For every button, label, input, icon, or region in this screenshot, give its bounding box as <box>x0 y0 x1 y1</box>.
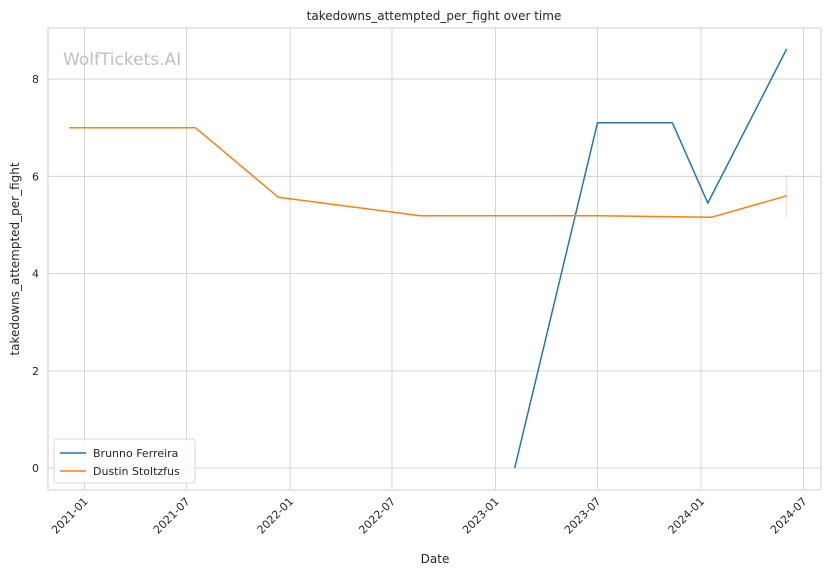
series-line-brunno-ferreira <box>513 48 788 469</box>
legend-label-dustin-stoltzfus: Dustin Stoltzfus <box>93 465 180 478</box>
plot-area <box>47 27 822 491</box>
y-tick-label: 0 <box>32 462 39 475</box>
legend: Brunno Ferreira Dustin Stoltzfus <box>53 438 196 484</box>
y-tick-label: 8 <box>32 73 39 86</box>
x-tick-label: 2021-01 <box>49 495 91 537</box>
x-tick-label: 2022-01 <box>255 495 297 537</box>
y-tick-label: 4 <box>32 268 39 281</box>
x-tick-label: 2022-07 <box>356 495 398 537</box>
x-tick-label: 2024-01 <box>666 495 708 537</box>
y-axis-label: takedowns_attempted_per_fight <box>8 162 22 355</box>
chart-title: takedowns_attempted_per_fight over time <box>307 9 562 23</box>
x-tick-labels: 2021-01 2021-07 2022-01 2022-07 2023-01 2023-… <box>49 495 810 537</box>
watermark-text: WolfTickets.AI <box>63 50 181 70</box>
x-tick-label: 2024-07 <box>768 495 810 537</box>
x-tick-label: 2023-07 <box>562 495 604 537</box>
y-tick-label: 2 <box>32 365 39 378</box>
x-tick-label: 2023-01 <box>460 495 502 537</box>
gridlines <box>48 28 821 490</box>
y-tick-labels: 0 2 4 6 8 <box>32 73 39 475</box>
y-tick-label: 6 <box>32 170 39 183</box>
legend-label-brunno-ferreira: Brunno Ferreira <box>93 447 178 460</box>
series-lines <box>69 48 788 469</box>
x-tick-label: 2021-07 <box>151 495 193 537</box>
series-line-dustin-stoltzfus <box>69 126 787 218</box>
legend-box <box>53 438 196 484</box>
x-axis-label: Date <box>421 552 450 566</box>
